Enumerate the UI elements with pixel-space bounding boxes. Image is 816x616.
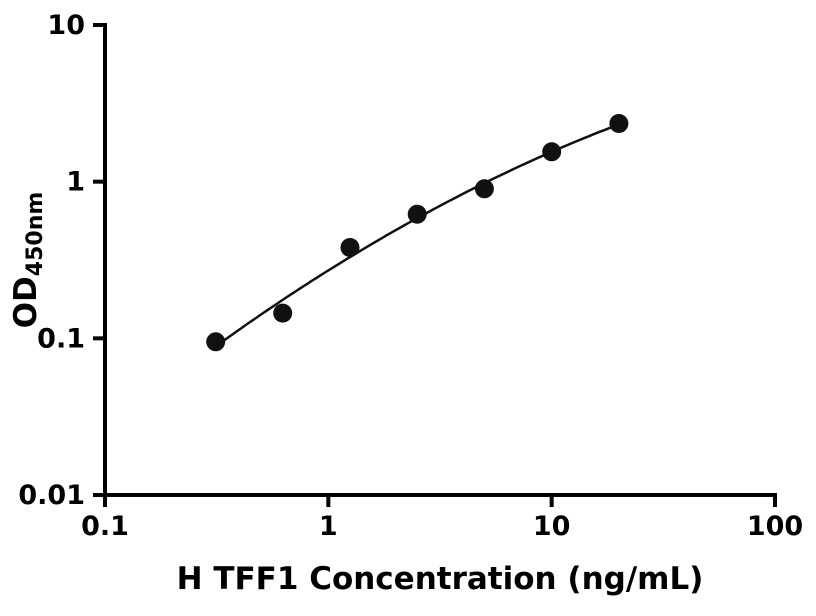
y-tick-label: 0.1 <box>37 323 85 354</box>
y-axis-title-main: OD <box>8 276 44 328</box>
y-axis-title: OD450nm <box>8 192 48 329</box>
data-point <box>273 303 293 323</box>
x-tick-label: 1 <box>319 511 338 542</box>
x-tick-label: 100 <box>747 511 803 542</box>
y-tick-label: 10 <box>47 10 85 41</box>
y-tick-label: 1 <box>66 167 85 198</box>
x-axis-title: H TFF1 Concentration (ng/mL) <box>177 561 704 597</box>
y-tick-label: 0.01 <box>18 480 85 511</box>
data-point <box>340 238 360 257</box>
data-point <box>609 114 629 133</box>
data-point <box>206 332 226 352</box>
x-tick-label: 10 <box>533 511 571 542</box>
data-point <box>542 142 562 162</box>
y-axis-title-subscript: 450nm <box>23 192 48 277</box>
data-point <box>474 179 494 199</box>
x-tick-label: 0.1 <box>81 511 129 542</box>
axes-spines <box>103 23 777 497</box>
data-point <box>407 204 427 224</box>
